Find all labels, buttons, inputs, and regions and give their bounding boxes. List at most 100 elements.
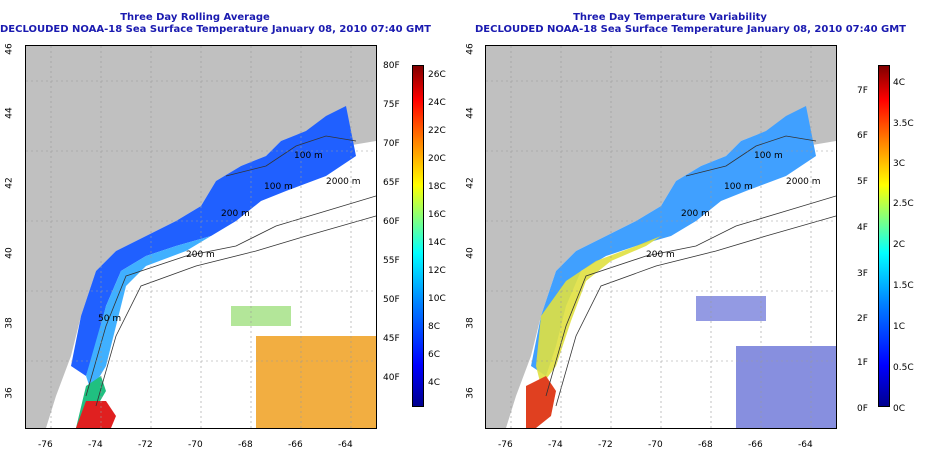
left-ytick-36: 36: [4, 387, 15, 399]
left-cbar-c-18: 18C: [428, 182, 446, 192]
right-ytick-42: 42: [465, 177, 476, 189]
left-cbar-f-50: 50F: [383, 295, 400, 305]
right-subtitle: DECLOUDED NOAA-18 Sea Surface Temperatur…: [475, 24, 907, 35]
right-ytick-38: 38: [465, 317, 476, 329]
right-var-peak: [526, 376, 556, 428]
left-contour-label-5: 2000 m: [326, 177, 361, 187]
left-cbar-c-12: 12C: [428, 266, 446, 276]
left-xtick-70: -70: [188, 440, 203, 450]
left-cbar-c-24: 24C: [428, 98, 446, 108]
left-cbar-f-80: 80F: [383, 61, 400, 71]
right-map: 100 m 100 m 200 m 200 m 2000 m: [485, 45, 837, 429]
left-cbar-f-70: 70F: [383, 139, 400, 149]
right-cbar-c-3: 3C: [893, 159, 906, 169]
left-xtick-66: -66: [288, 440, 303, 450]
left-cbar-f-75: 75F: [383, 100, 400, 110]
left-cbar-f-40: 40F: [383, 373, 400, 383]
right-ytick-40: 40: [465, 247, 476, 259]
right-ytick-46: 46: [465, 43, 476, 55]
right-xtick-68: -68: [698, 440, 713, 450]
right-offshore-1: [736, 346, 836, 428]
right-contour-3: [685, 135, 817, 177]
right-contour-label-2: 100 m: [724, 182, 753, 192]
left-slope-patch: [231, 306, 291, 326]
right-contour-label-5: 2000 m: [786, 177, 821, 187]
right-xtick-74: -74: [548, 440, 563, 450]
left-contour-label-1: 100 m: [294, 151, 323, 161]
left-cbar-c-8: 8C: [428, 322, 441, 332]
right-colorbar: [878, 65, 890, 407]
left-cbar-c-4: 4C: [428, 378, 441, 388]
right-panel: Three Day Temperature Variability DECLOU…: [466, 0, 950, 475]
left-contour-label-2: 100 m: [264, 182, 293, 192]
left-contour-label-3: 200 m: [186, 250, 215, 260]
left-panel: Three Day Rolling Average DECLOUDED NOAA…: [0, 12, 446, 450]
right-cbar-f-3: 3F: [857, 269, 868, 279]
right-var-band: [531, 106, 816, 376]
right-cbar-c-2.5: 2.5C: [893, 199, 914, 209]
right-cbar-f-5: 5F: [857, 177, 868, 187]
left-cbar-f-60: 60F: [383, 217, 400, 227]
left-contour-2: [95, 215, 376, 407]
left-land: [26, 46, 376, 428]
right-xtick-76: -76: [498, 440, 513, 450]
right-xtick-66: -66: [748, 440, 763, 450]
left-cbar-c-26: 26C: [428, 70, 446, 80]
left-ytick-46: 46: [4, 43, 15, 55]
left-cbar-c-22: 22C: [428, 126, 446, 136]
right-cbar-c-0: 0C: [893, 404, 906, 414]
left-cbar-f-55: 55F: [383, 256, 400, 266]
right-cbar-c-4: 4C: [893, 78, 906, 88]
right-cbar-c-1.5: 1.5C: [893, 281, 914, 291]
left-cbar-f-65: 65F: [383, 178, 400, 188]
right-ytick-36: 36: [465, 387, 476, 399]
left-subtitle: DECLOUDED NOAA-18 Sea Surface Temperatur…: [0, 24, 432, 35]
left-xtick-68: -68: [238, 440, 253, 450]
left-contour-3: [225, 135, 357, 177]
right-cbar-f-4: 4F: [857, 223, 868, 233]
left-map: 100 m 100 m 200 m 200 m 2000 m 50 m: [25, 45, 377, 429]
right-contour-label-4: 200 m: [681, 209, 710, 219]
left-xtick-64: -64: [338, 440, 353, 450]
left-ytick-44: 44: [4, 107, 15, 119]
right-cbar-f-2: 2F: [857, 314, 868, 324]
right-cbar-f-7: 7F: [857, 86, 868, 96]
left-cbar-c-16: 16C: [428, 210, 446, 220]
left-cbar-c-20: 20C: [428, 154, 446, 164]
right-xtick-70: -70: [648, 440, 663, 450]
left-contour-1: [85, 195, 376, 397]
left-cbar-c-6: 6C: [428, 350, 441, 360]
left-ytick-38: 38: [4, 317, 15, 329]
left-ytick-42: 42: [4, 177, 15, 189]
left-contour-label-6: 50 m: [98, 314, 121, 324]
right-cbar-c-3.5: 3.5C: [893, 119, 914, 129]
left-ytick-40: 40: [4, 247, 15, 259]
right-contour-label-3: 200 m: [646, 250, 675, 260]
left-gulfstream: [256, 336, 376, 428]
left-cbar-c-10: 10C: [428, 294, 446, 304]
right-contour-1: [545, 195, 836, 397]
right-cbar-c-0.5: 0.5C: [893, 363, 914, 373]
right-ytick-44: 44: [465, 107, 476, 119]
left-cbar-f-45: 45F: [383, 334, 400, 344]
right-cbar-f-6: 6F: [857, 131, 868, 141]
right-offshore-2: [696, 296, 766, 321]
right-title: Three Day Temperature Variability: [573, 12, 767, 23]
left-cbar-c-14: 14C: [428, 238, 446, 248]
left-colorbar: [412, 65, 424, 407]
right-contour-2: [555, 215, 836, 407]
left-xtick-72: -72: [138, 440, 153, 450]
right-xtick-64: -64: [798, 440, 813, 450]
right-cbar-f-0: 0F: [857, 404, 868, 414]
left-sst-hot: [76, 401, 116, 428]
left-xtick-74: -74: [88, 440, 103, 450]
left-title: Three Day Rolling Average: [120, 12, 270, 23]
left-sst-cold: [71, 106, 356, 376]
left-contour-label-4: 200 m: [221, 209, 250, 219]
right-cbar-c-2: 2C: [893, 240, 906, 250]
right-land: [486, 46, 836, 428]
right-cbar-c-1: 1C: [893, 322, 906, 332]
right-xtick-72: -72: [598, 440, 613, 450]
left-xtick-76: -76: [38, 440, 53, 450]
right-cbar-f-1: 1F: [857, 358, 868, 368]
